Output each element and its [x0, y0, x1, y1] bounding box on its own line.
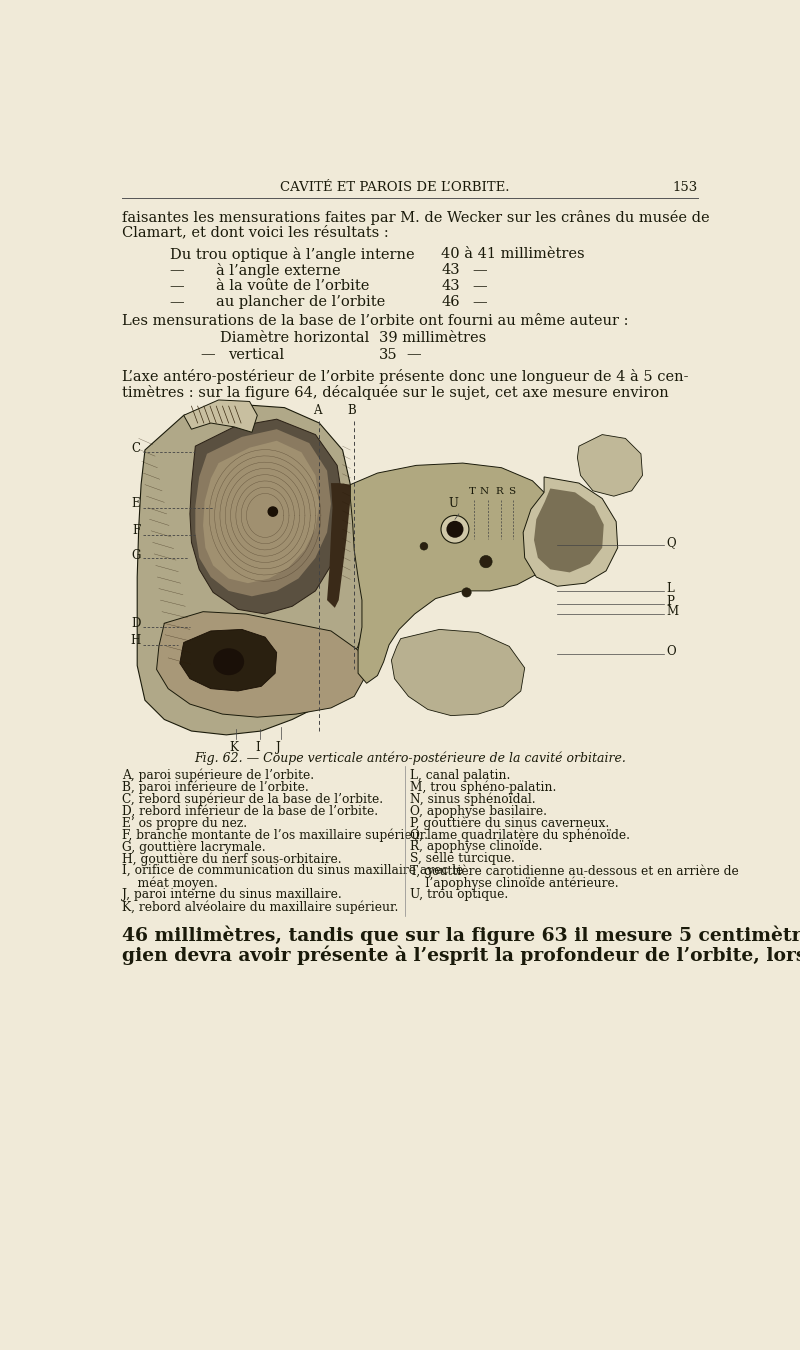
Text: B, paroi inférieure de l’orbite.: B, paroi inférieure de l’orbite. [122, 780, 309, 794]
Text: gien devra avoir présente à l’esprit la profondeur de l’orbite, lorsqu’il fera p: gien devra avoir présente à l’esprit la … [122, 946, 800, 965]
Text: Diamètre horizontal: Diamètre horizontal [220, 331, 370, 346]
Text: faisantes les mensurations faites par M. de Wecker sur les crânes du musée de: faisantes les mensurations faites par M.… [122, 209, 710, 224]
Text: F: F [132, 524, 140, 537]
Text: H: H [130, 634, 140, 648]
Text: S: S [508, 487, 515, 497]
Text: J, paroi interne du sinus maxillaire.: J, paroi interne du sinus maxillaire. [122, 888, 342, 900]
Text: D, rebord inférieur de la base de l’orbite.: D, rebord inférieur de la base de l’orbi… [122, 805, 378, 818]
Text: 46: 46 [441, 296, 460, 309]
Text: R: R [495, 487, 503, 497]
Text: L’axe antéro-postérieur de l’orbite présente donc une longueur de 4 à 5 cen-: L’axe antéro-postérieur de l’orbite prés… [122, 369, 688, 385]
Text: vertical: vertical [228, 347, 284, 362]
Text: à la voûte de l’orbite: à la voûte de l’orbite [216, 279, 370, 293]
Text: Q: Q [666, 536, 676, 549]
Text: E’ os propre du nez.: E’ os propre du nez. [122, 817, 247, 829]
Text: M, trou sphéno-palatin.: M, trou sphéno-palatin. [410, 780, 556, 794]
Text: 35: 35 [379, 347, 398, 362]
Text: A: A [313, 404, 322, 417]
Text: C, rebord supérieur de la base de l’orbite.: C, rebord supérieur de la base de l’orbi… [122, 792, 383, 806]
Text: 153: 153 [673, 181, 698, 194]
Text: D: D [131, 617, 140, 629]
Text: 39 millimètres: 39 millimètres [379, 331, 486, 346]
Text: O, apophyse basilaire.: O, apophyse basilaire. [410, 805, 547, 818]
Polygon shape [195, 429, 331, 597]
Text: O: O [666, 645, 676, 659]
Text: 43: 43 [441, 263, 460, 277]
Text: L, canal palatin.: L, canal palatin. [410, 768, 510, 782]
Text: U: U [449, 497, 458, 510]
Text: M: M [666, 605, 678, 618]
Text: C: C [131, 441, 140, 455]
Text: méat moyen.: méat moyen. [122, 876, 218, 890]
Polygon shape [578, 435, 642, 497]
Text: 43: 43 [441, 279, 460, 293]
Text: —: — [406, 347, 421, 362]
Circle shape [420, 543, 428, 549]
Polygon shape [180, 629, 277, 691]
Text: —: — [472, 279, 486, 293]
Text: à l’angle externe: à l’angle externe [216, 263, 341, 278]
Text: I, orifice de communication du sinus maxillaire avec le: I, orifice de communication du sinus max… [122, 864, 463, 878]
Text: N, sinus sphénoïdal.: N, sinus sphénoïdal. [410, 792, 536, 806]
Text: R, apophyse clinoïde.: R, apophyse clinoïde. [410, 840, 542, 853]
Text: B: B [347, 404, 356, 417]
Text: Clamart, et dont voici les résultats :: Clamart, et dont voici les résultats : [122, 225, 389, 239]
Text: T, gouttière carotidienne au-dessous et en arrière de: T, gouttière carotidienne au-dessous et … [410, 864, 738, 878]
Text: I: I [255, 741, 260, 755]
Bar [122, 400, 698, 742]
Text: au plancher de l’orbite: au plancher de l’orbite [216, 296, 386, 309]
Circle shape [446, 521, 463, 537]
Polygon shape [203, 440, 319, 583]
Text: —: — [170, 263, 184, 277]
Text: P, gouttière du sinus caverneux.: P, gouttière du sinus caverneux. [410, 817, 610, 830]
Text: J: J [276, 741, 281, 755]
Ellipse shape [213, 648, 244, 675]
Polygon shape [534, 489, 604, 572]
Text: —: — [201, 347, 215, 362]
Polygon shape [138, 404, 370, 734]
Text: P: P [666, 595, 674, 608]
Text: 40 à 41 millimètres: 40 à 41 millimètres [441, 247, 585, 261]
Text: U, trou optique.: U, trou optique. [410, 888, 508, 900]
Polygon shape [184, 400, 258, 432]
Text: timètres : sur la figure 64, décalquée sur le sujet, cet axe mesure environ: timètres : sur la figure 64, décalquée s… [122, 385, 669, 400]
Text: —: — [170, 296, 184, 309]
Text: S, selle turcique.: S, selle turcique. [410, 852, 515, 865]
Text: E: E [132, 497, 140, 510]
Text: 46 millimètres, tandis que sur la figure 63 il mesure 5 centimètres. Le chirur-: 46 millimètres, tandis que sur la figure… [122, 926, 800, 945]
Circle shape [462, 587, 471, 597]
Polygon shape [523, 477, 618, 586]
Text: Fig. 62. — Coupe verticale antéro-postérieure de la cavité orbitaire.: Fig. 62. — Coupe verticale antéro-postér… [194, 752, 626, 765]
Text: T: T [469, 487, 475, 497]
Text: Du trou optique à l’angle interne: Du trou optique à l’angle interne [170, 247, 414, 262]
Text: Q, lame quadrilatère du sphénoïde.: Q, lame quadrilatère du sphénoïde. [410, 829, 630, 842]
Text: —: — [472, 296, 486, 309]
Circle shape [268, 508, 278, 516]
Text: CAVITÉ ET PAROIS DE L’ORBITE.: CAVITÉ ET PAROIS DE L’ORBITE. [280, 181, 510, 194]
Text: H, gouttière du nerf sous-orbitaire.: H, gouttière du nerf sous-orbitaire. [122, 852, 342, 865]
Text: G, gouttière lacrymale.: G, gouttière lacrymale. [122, 840, 266, 853]
Text: K: K [230, 741, 238, 755]
Text: K, rebord alvéolaire du maxillaire supérieur.: K, rebord alvéolaire du maxillaire supér… [122, 900, 398, 914]
Text: —: — [170, 279, 184, 293]
Text: A, paroi supérieure de l’orbite.: A, paroi supérieure de l’orbite. [122, 768, 314, 782]
Circle shape [480, 555, 492, 568]
Text: G: G [131, 549, 140, 562]
Circle shape [441, 516, 469, 543]
Polygon shape [157, 612, 366, 717]
Text: l’apophyse clinoïde antérieure.: l’apophyse clinoïde antérieure. [410, 876, 618, 890]
Polygon shape [327, 483, 350, 608]
Text: Les mensurations de la base de l’orbite ont fourni au même auteur :: Les mensurations de la base de l’orbite … [122, 315, 628, 328]
Text: F, branche montante de l’os maxillaire supérieur.: F, branche montante de l’os maxillaire s… [122, 829, 428, 842]
Polygon shape [190, 420, 342, 614]
Text: L: L [666, 582, 674, 595]
Polygon shape [391, 629, 525, 716]
Polygon shape [350, 463, 559, 683]
Text: N: N [480, 487, 489, 497]
Text: —: — [472, 263, 486, 277]
